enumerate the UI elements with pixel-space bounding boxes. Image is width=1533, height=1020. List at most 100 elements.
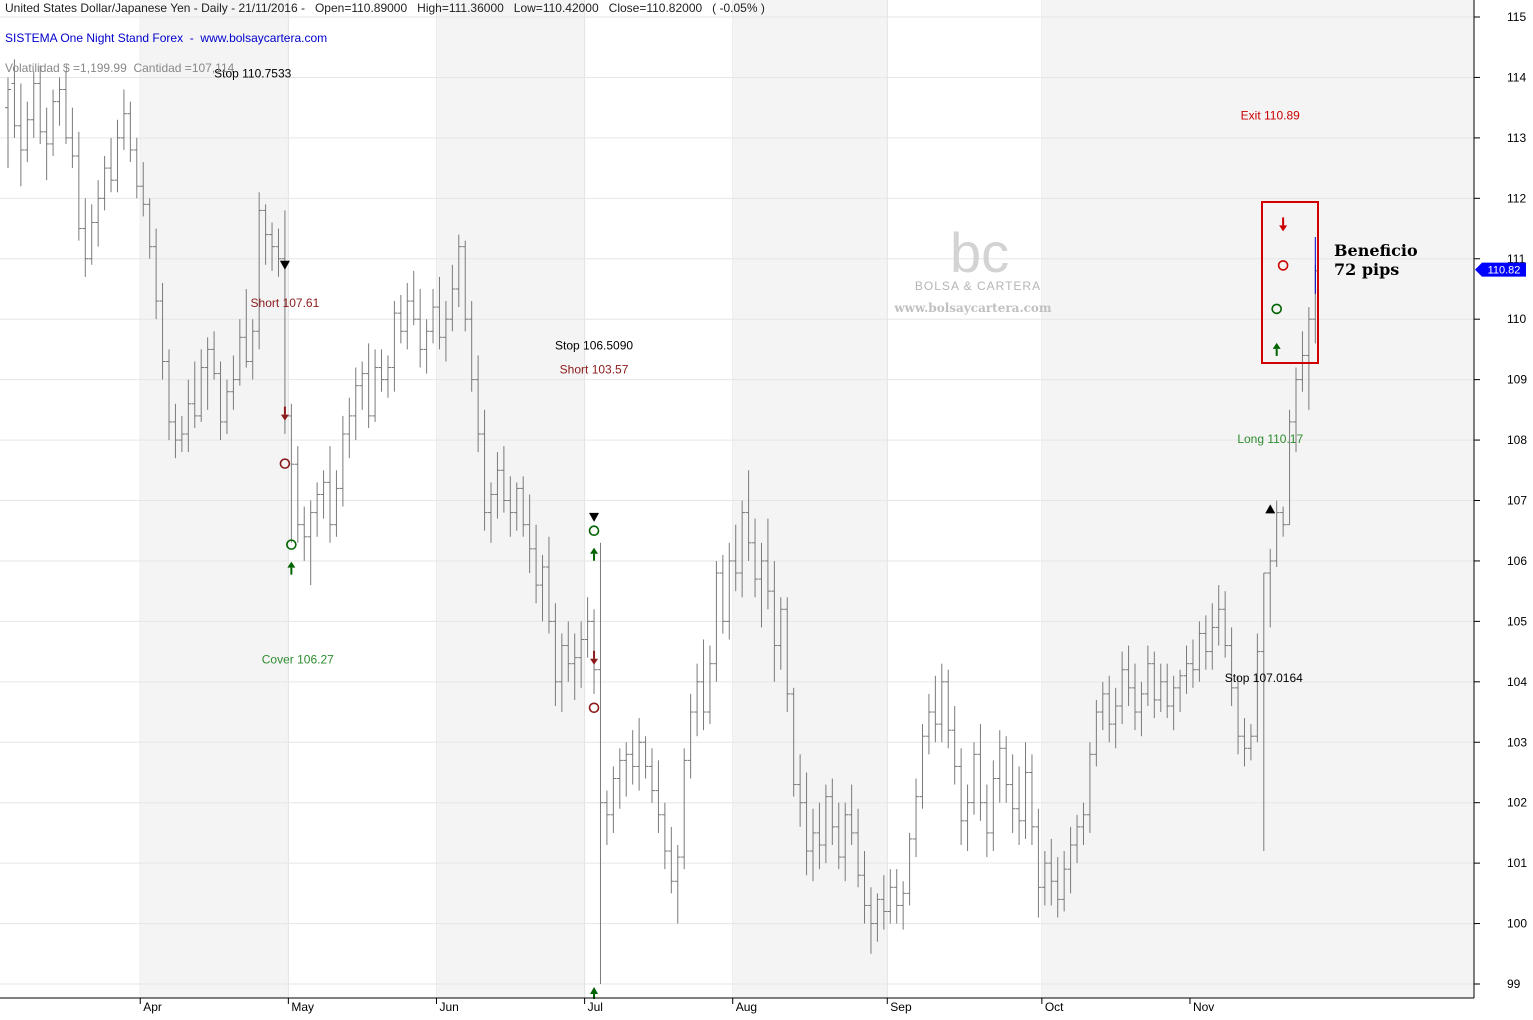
ohlc-bar <box>294 446 301 543</box>
trade-circle-short <box>279 458 291 469</box>
annotation-short: Short 103.57 <box>560 363 629 377</box>
month-band <box>1041 0 1474 998</box>
ohlc-bar <box>1254 633 1261 743</box>
x-tick-label: Nov <box>1193 1000 1214 1014</box>
ohlc-bar <box>874 893 881 942</box>
ohlc-bar <box>462 240 469 332</box>
annotation-stop: Stop 107.0164 <box>1225 671 1303 685</box>
ohlc-bar <box>565 621 572 682</box>
benefit-pips: 72 pips <box>1334 260 1399 279</box>
ohlc-bar <box>249 319 256 380</box>
ohlc-bar <box>533 524 540 604</box>
ohlc-bar <box>784 597 791 713</box>
stop-triangle <box>589 512 600 522</box>
ohlc-bar <box>539 554 546 622</box>
ohlc-bar <box>887 869 894 924</box>
x-tick-label: Apr <box>143 1000 162 1014</box>
annotation-short: Short 107.61 <box>251 296 320 310</box>
buy-arrow-head <box>287 561 296 568</box>
ohlc-bar <box>977 724 984 821</box>
ohlc-bar <box>30 71 37 138</box>
ohlc-bar <box>1209 603 1216 670</box>
ohlc-bar <box>661 802 668 870</box>
ohlc-bar <box>526 494 533 574</box>
ohlc-bar <box>1280 506 1287 537</box>
ohlc-bar <box>140 162 147 217</box>
ohlc-bar <box>1112 687 1119 749</box>
ohlc-bar <box>571 633 578 700</box>
ohlc-bar <box>906 832 913 906</box>
price-axis: 9910010110210310410510610710810911011111… <box>1473 0 1527 998</box>
ohlc-bar <box>1183 645 1190 694</box>
ohlc-bar <box>288 403 295 543</box>
ohlc-bar <box>1164 663 1171 719</box>
ohlc-bar <box>1086 742 1093 833</box>
buy-arrow-head <box>1272 342 1281 349</box>
ohlc-bar <box>481 409 488 531</box>
ohlc-bar <box>1305 307 1312 410</box>
ohlc-bar <box>1157 663 1164 713</box>
annotation-long: Cover 106.27 <box>262 653 334 667</box>
y-tick-label: 111 <box>1507 252 1526 266</box>
ohlc-bar <box>990 760 997 852</box>
ohlc-bar <box>1267 548 1274 628</box>
ohlc-bar <box>430 288 437 344</box>
ohlc-bar <box>5 77 11 169</box>
ohlc-bar <box>159 282 166 380</box>
ohlc-bar <box>166 349 172 441</box>
ohlc-bar <box>1222 591 1229 658</box>
ohlc-bar <box>803 772 810 876</box>
ohlc-bar <box>520 476 527 537</box>
y-tick-label: 104 <box>1507 675 1527 689</box>
y-tick-label: 115 <box>1507 10 1526 24</box>
ohlc-bar <box>861 851 868 924</box>
ohlc-bar <box>1054 857 1061 918</box>
ohlc-bar <box>339 415 346 507</box>
horizontal-gridlines <box>0 16 1474 985</box>
last-price-value: 110.82 <box>1488 265 1521 277</box>
ohlc-bar <box>700 639 707 731</box>
date-axis: Apr May Jun Jul Aug Sep Oct Nov <box>0 997 1474 1014</box>
date-axis-ticks: Apr May Jun Jul Aug Sep Oct Nov <box>139 998 1214 1014</box>
ohlc-bar <box>275 228 282 277</box>
ohlc-bar <box>307 500 314 586</box>
ohlc-bar <box>1189 639 1196 688</box>
ohlc-bar <box>56 77 63 126</box>
ohlc-bar <box>1247 724 1254 761</box>
ohlc-bar <box>223 379 230 435</box>
buy-arrow-head <box>590 987 599 994</box>
ohlc-bar <box>327 446 333 543</box>
ohlc-bar <box>777 597 784 670</box>
ohlc-bar <box>178 415 185 453</box>
sell-arrow-head <box>590 658 599 665</box>
trade-circle-short <box>588 702 600 714</box>
ohlc-bar <box>352 367 359 441</box>
ohlc-bar <box>764 518 771 610</box>
ohlc-bar <box>449 264 456 332</box>
ohlc-bar <box>488 482 494 543</box>
ohlc-bar <box>301 506 308 561</box>
ohlc-bar <box>1099 681 1106 731</box>
y-tick-label: 109 <box>1507 373 1527 387</box>
ohlc-bar <box>835 802 842 870</box>
x-tick-label: Aug <box>736 1000 757 1014</box>
ohlc-bar <box>314 482 321 537</box>
ohlc-bar <box>442 301 449 362</box>
ohlc-bar <box>75 131 82 241</box>
ohlc-bar <box>642 736 649 779</box>
x-tick-label: May <box>291 1000 314 1014</box>
ohlc-bar <box>346 397 353 459</box>
ohlc-bar <box>365 343 372 428</box>
ohlc-bar <box>610 766 617 833</box>
ohlc-bar <box>1106 675 1113 743</box>
ohlc-bar <box>925 693 932 755</box>
x-tick-label: Oct <box>1045 1000 1064 1014</box>
ohlc-bar <box>726 542 733 640</box>
ohlc-bar <box>951 705 958 785</box>
ohlc-bar <box>893 869 900 924</box>
ohlc-bar <box>880 875 887 930</box>
ohlc-bar <box>1228 627 1235 706</box>
ohlc-bar <box>146 198 153 259</box>
ohlc-bar <box>37 65 44 144</box>
